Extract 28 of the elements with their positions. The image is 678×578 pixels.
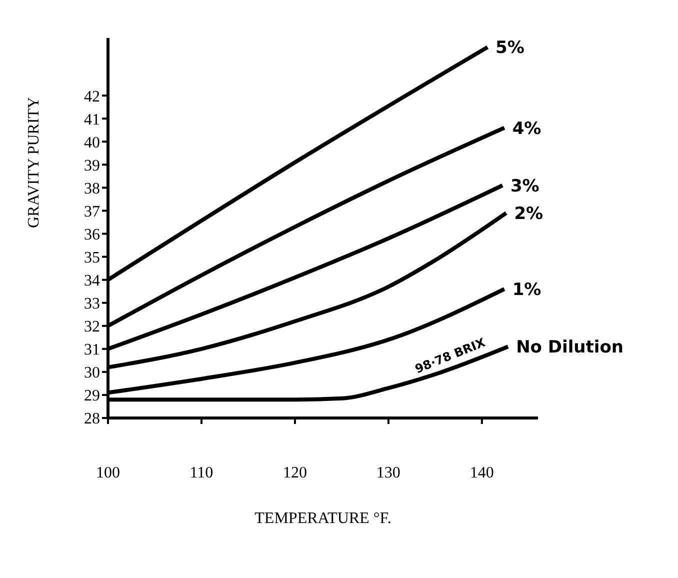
y-tick-label: 30 — [84, 364, 100, 382]
y-axis-title: GRAVITY PURITY — [26, 96, 43, 228]
series-label: 1% — [512, 280, 542, 300]
y-tick-label: 31 — [84, 342, 100, 359]
series-label: 2% — [514, 204, 544, 224]
x-tick-label: 140 — [470, 464, 494, 482]
y-tick-label: 32 — [84, 318, 100, 336]
y-tick-label: 37 — [84, 203, 100, 220]
y-tick-label: 34 — [84, 272, 100, 290]
x-tick-label: 110 — [190, 464, 214, 482]
x-tick-label: 100 — [96, 464, 120, 482]
y-tick-label: 35 — [84, 249, 100, 266]
y-tick-label: 41 — [84, 111, 100, 128]
x-axis-title: TEMPERATURE °F. — [254, 510, 392, 527]
series-label: 3% — [510, 176, 540, 196]
x-tick-label: 130 — [376, 464, 400, 482]
series-label: No Dilution — [516, 338, 624, 358]
y-tick-label: 40 — [84, 134, 100, 152]
y-tick-label: 38 — [84, 180, 100, 198]
y-tick-label: 29 — [84, 388, 100, 405]
series-label: 5% — [496, 38, 524, 58]
y-tick-label: 33 — [84, 296, 100, 313]
y-tick-label: 39 — [84, 157, 100, 174]
x-tick-label: 120 — [282, 464, 307, 482]
y-tick-label: 36 — [84, 226, 100, 244]
y-tick-label: 28 — [84, 410, 100, 428]
series-label: 4% — [512, 118, 542, 139]
y-tick-label: 42 — [84, 88, 100, 106]
